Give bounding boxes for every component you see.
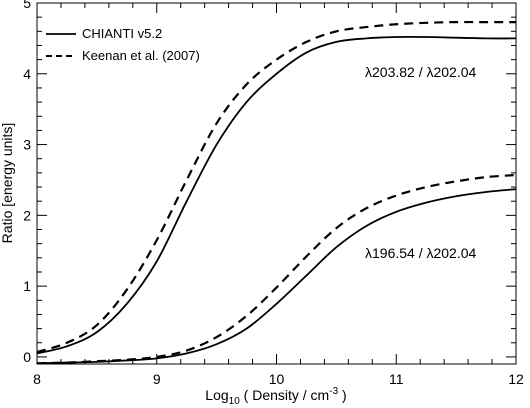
series-line-upper-chianti <box>36 35 517 355</box>
x-tick-label: 10 <box>269 371 285 387</box>
series-layer <box>36 20 517 365</box>
x-axis-tick-labels: 8 9 10 11 12 <box>33 371 524 387</box>
legend-label-keenan: Keenan et al. (2007) <box>82 48 200 63</box>
y-tick-label: 4 <box>23 66 31 82</box>
legend-label-chianti: CHIANTI v5.2 <box>82 26 162 41</box>
series-line-lower-chianti <box>36 188 517 365</box>
series-line-lower-keenan <box>36 173 517 365</box>
y-axis-title: Ratio [energy units] <box>0 123 15 244</box>
legend: CHIANTI v5.2 Keenan et al. (2007) <box>46 26 200 63</box>
y-axis-tick-labels: 0 1 2 3 4 5 <box>23 0 31 365</box>
x-axis-title: Log10 ( Density / cm-3 ) <box>205 386 346 407</box>
y-tick-label: 1 <box>23 278 31 294</box>
x-tick-label: 8 <box>33 371 41 387</box>
y-axis-ticks <box>37 2 516 358</box>
y-tick-label: 0 <box>23 349 31 365</box>
y-tick-label: 3 <box>23 137 31 153</box>
y-tick-label: 5 <box>23 0 31 11</box>
annotation-lower-ratio: λ196.54 / λ202.04 <box>365 245 477 261</box>
x-tick-label: 11 <box>389 371 404 387</box>
annotation-upper-ratio: λ203.82 / λ202.04 <box>365 64 477 80</box>
y-tick-label: 2 <box>23 207 31 223</box>
x-tick-label: 12 <box>508 371 524 387</box>
x-tick-label: 9 <box>153 371 161 387</box>
